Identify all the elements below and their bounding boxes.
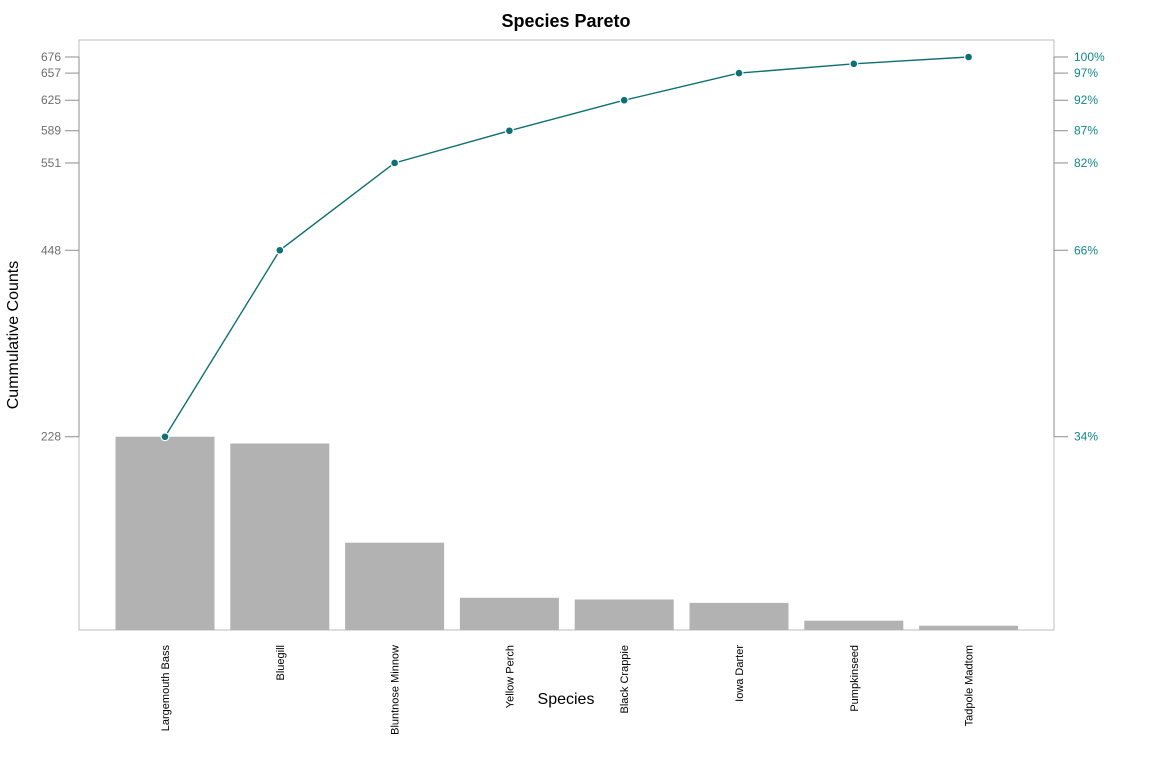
left-tick-label: 228 [41, 430, 61, 444]
x-axis-ticks: Largemouth Bass Bluegill Bluntnose Minnow Y… [160, 645, 976, 735]
right-tick-label: 82% [1074, 156, 1098, 170]
right-tick-label: 66% [1074, 243, 1098, 257]
right-axis: 34% 66% 82% 87% 92% 97% 100% [1053, 50, 1105, 444]
right-tick-label: 92% [1074, 93, 1098, 107]
x-tick-label: Black Crappie [619, 645, 631, 713]
bar [804, 620, 904, 630]
bar [459, 597, 559, 630]
bar [574, 599, 674, 630]
x-tick-label: Largemouth Bass [160, 645, 172, 732]
cumulative-line-path [164, 56, 969, 438]
x-tick-label: Bluntnose Minnow [390, 645, 402, 735]
bar [919, 625, 1019, 630]
x-axis-title: Species [538, 691, 595, 708]
left-tick-label: 657 [41, 66, 61, 80]
left-tick-label: 551 [41, 156, 61, 170]
x-tick-label: Bluegill [275, 645, 287, 680]
right-tick-label: 100% [1074, 50, 1105, 64]
left-tick-label: 589 [41, 124, 61, 138]
left-tick-label: 448 [41, 243, 61, 257]
left-tick-label: 625 [41, 93, 61, 107]
cumulative-point [161, 433, 169, 441]
chart-title: Species Pareto [501, 11, 630, 31]
cumulative-point [850, 60, 858, 68]
cumulative-point [620, 96, 628, 104]
bar [345, 542, 445, 630]
x-tick-label: Yellow Perch [504, 645, 516, 708]
cumulative-point [276, 246, 284, 254]
bar [115, 436, 215, 630]
bar [689, 602, 789, 630]
x-tick-label: Iowa Darter [734, 645, 746, 702]
cumulative-point [735, 69, 743, 77]
x-tick-label: Pumpkinseed [849, 645, 861, 712]
left-tick-label: 676 [41, 50, 61, 64]
plot-frame [78, 39, 1055, 631]
cumulative-point [965, 53, 972, 61]
x-tick-label: Tadpole Madtom [964, 645, 976, 726]
bar [230, 443, 330, 630]
right-tick-label: 87% [1074, 124, 1098, 138]
cumulative-point [391, 159, 398, 167]
y-axis-title: Cummulative Counts [5, 261, 22, 410]
cumulative-point [506, 127, 513, 135]
cumulative-line [160, 52, 974, 442]
right-tick-label: 34% [1074, 430, 1098, 444]
right-tick-label: 97% [1074, 66, 1098, 80]
left-axis: 228 448 551 589 625 657 676 [41, 50, 80, 444]
bar-group [115, 436, 1019, 630]
